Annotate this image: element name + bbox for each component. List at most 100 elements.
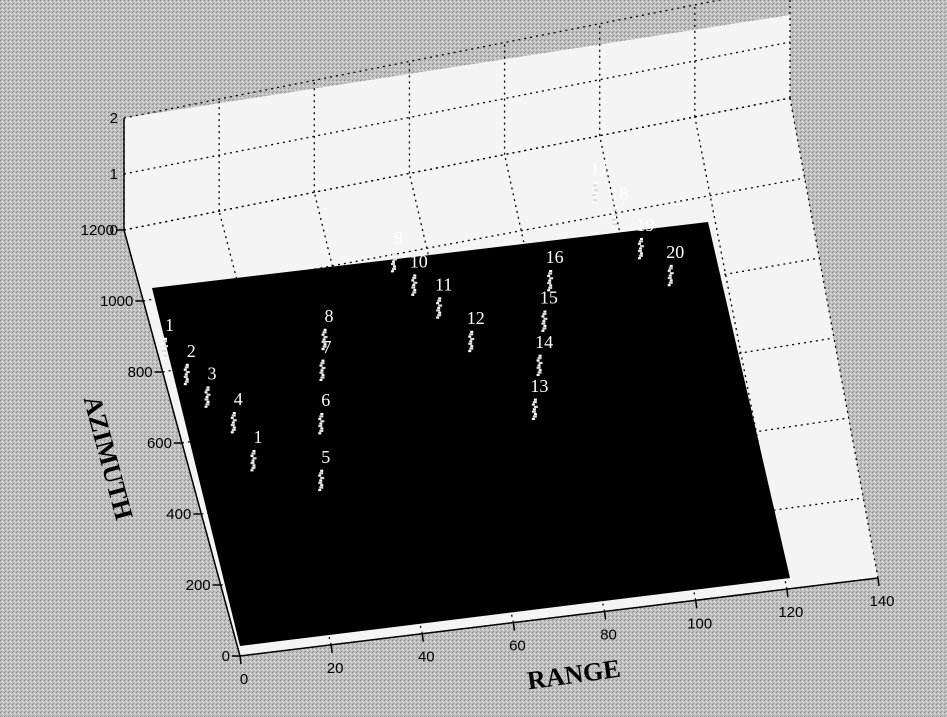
target-5: 5 bbox=[318, 447, 330, 492]
target-label: 1 bbox=[253, 427, 262, 447]
target-mark bbox=[318, 474, 322, 477]
target-mark bbox=[549, 277, 554, 280]
target-label: 13 bbox=[530, 376, 548, 396]
grid-line-x bbox=[694, 116, 788, 590]
target-mark bbox=[321, 340, 326, 343]
target-mark bbox=[230, 431, 234, 434]
target-mark bbox=[230, 423, 235, 427]
target-mark bbox=[639, 252, 643, 255]
target-mark bbox=[637, 242, 641, 245]
target-mark bbox=[321, 333, 325, 336]
target-mark bbox=[411, 286, 416, 289]
target-label: 4 bbox=[234, 389, 243, 409]
target-mark bbox=[541, 329, 545, 332]
y-tick-label: 400 bbox=[166, 506, 191, 523]
wall-grid-line-z bbox=[123, 97, 791, 231]
target-mark bbox=[204, 398, 209, 401]
target-mark bbox=[391, 260, 395, 263]
target-label: 8 bbox=[325, 306, 334, 326]
target-mark bbox=[205, 388, 210, 391]
target-mark bbox=[319, 364, 323, 367]
x-tick-label: 20 bbox=[327, 660, 344, 677]
target-mark bbox=[323, 335, 328, 339]
target-mark bbox=[470, 345, 474, 348]
target-mark bbox=[437, 314, 442, 317]
x-tick-label: 140 bbox=[869, 593, 894, 610]
target-mark bbox=[205, 403, 210, 406]
target-mark bbox=[438, 311, 442, 314]
target-mark bbox=[469, 333, 474, 336]
target-mark bbox=[320, 484, 324, 487]
target-mark bbox=[163, 337, 167, 340]
target-label: 20 bbox=[666, 242, 684, 262]
target-mark bbox=[611, 225, 615, 228]
sar-image-plane bbox=[152, 222, 790, 646]
target-17: 17 bbox=[591, 159, 609, 204]
target-mark bbox=[320, 376, 325, 379]
target-mark bbox=[538, 369, 542, 372]
target-mark bbox=[319, 479, 323, 482]
target-mark bbox=[251, 466, 256, 469]
target-mark bbox=[392, 258, 397, 261]
target-mark bbox=[412, 284, 416, 287]
target-mark bbox=[667, 284, 671, 287]
target-mark bbox=[542, 327, 547, 330]
target-mark bbox=[320, 369, 324, 372]
target-mark bbox=[549, 269, 553, 273]
target-mark bbox=[413, 288, 417, 292]
target-mark bbox=[543, 324, 547, 328]
target-mark bbox=[412, 276, 417, 280]
wall-grid-line-z bbox=[123, 0, 723, 119]
target-mark bbox=[668, 267, 673, 270]
target-mark bbox=[162, 340, 167, 343]
target-mark bbox=[183, 368, 187, 371]
target-mark bbox=[468, 349, 472, 353]
target-mark bbox=[612, 223, 617, 226]
target-mark bbox=[231, 428, 236, 431]
target-mark bbox=[638, 240, 643, 243]
target-label: 10 bbox=[410, 252, 428, 272]
target-mark bbox=[548, 279, 552, 282]
target-label: 3 bbox=[208, 364, 217, 384]
target-mark bbox=[161, 342, 165, 345]
x-tick-label: 120 bbox=[778, 604, 803, 621]
grid-line-y bbox=[143, 177, 805, 302]
target-mark bbox=[436, 309, 441, 312]
target-mark bbox=[536, 359, 540, 362]
target-mark bbox=[468, 335, 472, 338]
target-3: 3 bbox=[204, 364, 217, 408]
target-2: 2 bbox=[183, 341, 196, 386]
target-4: 4 bbox=[230, 389, 243, 434]
target-mark bbox=[543, 310, 547, 313]
target-mark bbox=[205, 395, 209, 399]
target-mark bbox=[593, 191, 597, 194]
target-mark bbox=[252, 464, 256, 467]
target-mark bbox=[252, 449, 256, 453]
target-mark bbox=[206, 400, 210, 403]
target-label: 19 bbox=[636, 215, 654, 235]
target-mark bbox=[532, 401, 537, 404]
target-mark bbox=[538, 361, 543, 365]
target-mark bbox=[319, 415, 324, 418]
target-mark bbox=[594, 196, 598, 199]
target-mark bbox=[231, 414, 236, 417]
x-tick-mark bbox=[877, 577, 880, 587]
target-mark bbox=[323, 343, 327, 346]
target-mark bbox=[438, 297, 442, 300]
axis-ticks: 0204060801001201400200400600800100012000… bbox=[81, 110, 895, 688]
target-mark bbox=[533, 413, 537, 416]
target-mark bbox=[413, 274, 417, 277]
x-tick-label: 40 bbox=[418, 649, 435, 666]
target-mark bbox=[542, 312, 547, 316]
target-mark bbox=[469, 340, 473, 343]
target-mark bbox=[185, 378, 189, 381]
target-mark bbox=[232, 426, 236, 429]
target-label: 2 bbox=[187, 341, 196, 361]
target-label: 5 bbox=[321, 447, 330, 467]
target-mark bbox=[531, 410, 536, 413]
target-11: 11 bbox=[435, 274, 452, 319]
target-mark bbox=[320, 427, 324, 430]
target-mark bbox=[537, 357, 542, 360]
